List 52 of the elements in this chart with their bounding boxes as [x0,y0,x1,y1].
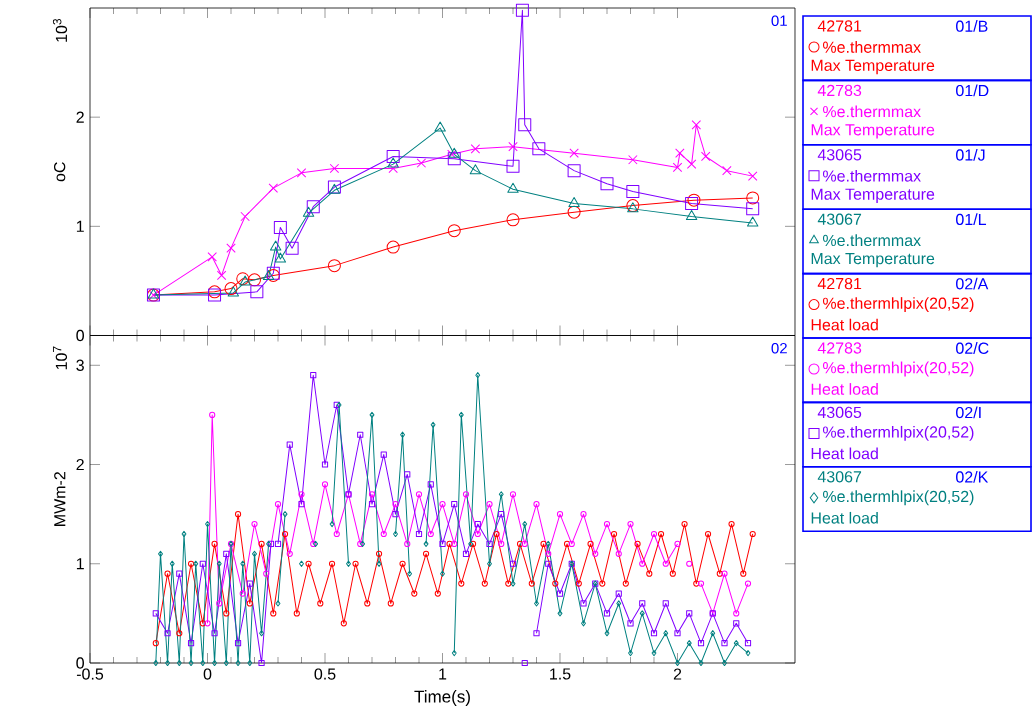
legend-label: %e.thermhlpix(20,52) [822,490,974,506]
text: Max Temperature [811,253,935,268]
text: 42783 [817,84,862,97]
x-tick-label: 0 [203,668,212,680]
y-tick-label: 3 [76,359,84,371]
x-tick-label: 2 [673,668,682,680]
x-tick-label: 0.5 [314,668,336,680]
text: 43065 [817,149,862,161]
text: Max Temperature [811,188,935,203]
text: 43067 [817,471,862,483]
y-tick-label: 1 [76,558,84,570]
text: Heat load [811,447,878,460]
x-axis-title: Time(s) [414,690,470,706]
legend-label: %e.thermhlpix(20,52) [822,425,974,441]
y-tick-label: 2 [76,458,84,471]
y-tick-label: 1 [76,220,84,232]
annotation: 02 [771,342,787,354]
text: 42781 [817,20,862,32]
legend-label: %e.thermmax [822,105,921,118]
text: Heat load [811,383,878,395]
text: 01/B [956,20,988,32]
text: 42783 [817,342,862,354]
text: Max Temperature [811,124,935,139]
legend-label: %e.thermhlpix(20,52) [822,297,974,313]
text: 42781 [817,277,862,290]
x-tick-label: 1.5 [550,668,571,680]
text: 02/I [956,406,981,419]
y-tick-label: 0 [76,329,84,342]
text: 43065 [817,406,862,419]
y-axis-title: MWm-2 [54,472,66,526]
y-tick-label: 2 [76,111,84,123]
text: 43067 [817,213,862,225]
text: 10$^{7}$ [52,346,68,370]
text: 10$^{3}$ [52,18,68,42]
x-tick-label: -0.5 [76,668,104,680]
y-tick-label: 0 [76,657,84,669]
legend-label: %e.thermmax [822,234,921,247]
text: 02/C [956,342,989,354]
text: Heat load [811,511,878,524]
x-tick-label: 1 [439,668,447,680]
text: 02/K [956,470,989,483]
text: Heat load [811,318,878,331]
annotation: 01 [771,15,787,27]
text: 01/J [956,148,985,161]
legend-label: %e.thermhlpix(20,52) [822,361,974,377]
legend-label: %e.thermmax [822,41,921,53]
text: 01/L [956,213,987,226]
text: 01/D [956,84,989,97]
y-axis-title: oC [53,162,66,182]
legend-label: %e.thermmax [822,169,921,182]
text: Max Temperature [811,59,935,75]
text: 02/A [956,277,989,290]
